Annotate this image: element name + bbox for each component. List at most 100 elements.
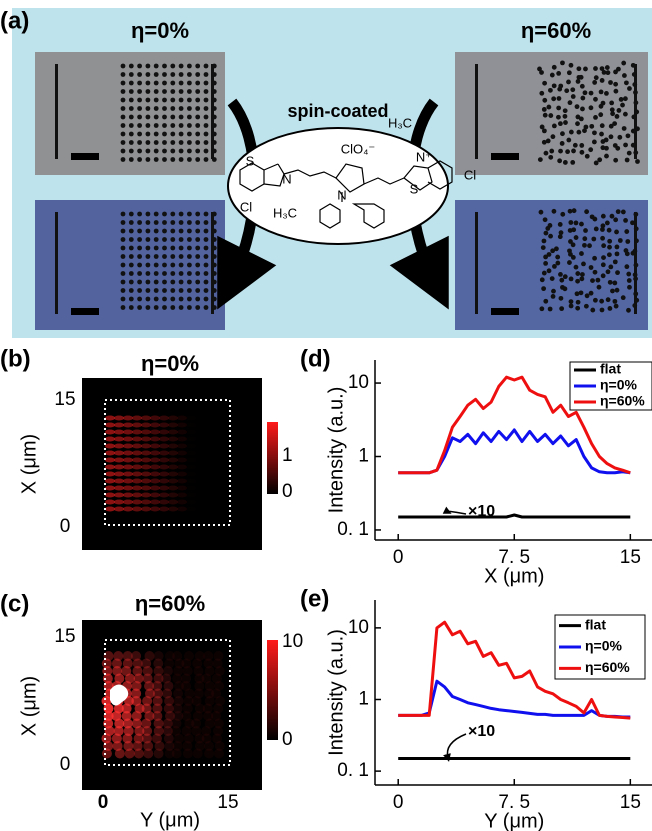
dot — [129, 123, 134, 128]
dot — [121, 140, 126, 145]
photo-bar — [55, 64, 58, 159]
dot — [137, 106, 142, 111]
dot — [212, 297, 217, 302]
dot — [622, 73, 627, 78]
spot — [141, 493, 151, 498]
atom-label: Cl — [464, 167, 476, 182]
atom-label: N — [282, 171, 291, 186]
dot — [162, 64, 167, 69]
dot — [154, 212, 159, 217]
dot — [170, 115, 175, 120]
spot — [141, 458, 151, 463]
dot — [588, 147, 593, 152]
spot — [123, 444, 133, 449]
dot — [589, 291, 594, 296]
y-tick-label: 0 — [60, 516, 71, 537]
spot — [114, 472, 124, 477]
dot — [551, 294, 556, 299]
dot — [630, 220, 635, 225]
dot — [619, 97, 624, 102]
atom-label: H₃C — [388, 115, 412, 130]
dot — [623, 143, 628, 148]
dot — [137, 280, 142, 285]
dot — [551, 289, 556, 294]
spot — [141, 486, 151, 491]
dot — [146, 157, 151, 162]
spot — [132, 493, 142, 498]
spot — [159, 437, 169, 442]
dot — [170, 98, 175, 103]
dot — [162, 140, 167, 145]
dot — [129, 254, 134, 259]
dot — [631, 143, 636, 148]
dot — [626, 272, 631, 277]
spot — [123, 472, 133, 477]
atom-label: N⁺ — [416, 149, 432, 164]
dot — [162, 288, 167, 293]
spot — [186, 430, 196, 435]
spot — [154, 749, 164, 759]
dot — [580, 84, 585, 89]
spot — [186, 451, 196, 456]
dot — [187, 246, 192, 251]
spot — [186, 423, 196, 428]
dot — [555, 255, 560, 260]
dot — [550, 73, 555, 78]
dot — [580, 96, 585, 101]
spot — [132, 423, 142, 428]
dot — [623, 96, 628, 101]
dot — [544, 151, 549, 156]
dot — [600, 78, 605, 83]
dot — [604, 91, 609, 96]
spot — [177, 444, 187, 449]
y-tick-label: 0. 1 — [337, 519, 369, 540]
spot — [141, 451, 151, 456]
y-axis-label: Intensity (a.u.) — [325, 387, 347, 514]
spot — [186, 437, 196, 442]
spot — [141, 465, 151, 470]
dot — [146, 220, 151, 225]
colorbar-tick: 1 — [282, 445, 293, 466]
annotation: ×10 — [468, 723, 495, 740]
dot — [179, 297, 184, 302]
spot — [159, 430, 169, 435]
dot — [187, 149, 192, 154]
dot — [589, 105, 594, 110]
spot — [125, 749, 135, 759]
dot — [559, 278, 564, 283]
dot — [607, 252, 612, 257]
spot — [168, 423, 178, 428]
dot — [129, 305, 134, 310]
dot — [573, 143, 578, 148]
dot — [129, 237, 134, 242]
dot — [154, 297, 159, 302]
dot — [559, 230, 564, 235]
spot — [105, 500, 115, 505]
dot — [593, 97, 598, 102]
dot — [204, 149, 209, 154]
dot — [170, 72, 175, 77]
spot — [168, 472, 178, 477]
dot — [187, 115, 192, 120]
dot — [154, 229, 159, 234]
dot — [146, 271, 151, 276]
dot — [634, 226, 639, 231]
dot — [187, 254, 192, 259]
spot — [168, 416, 178, 421]
dot — [580, 107, 585, 112]
dot — [170, 64, 175, 69]
dot — [162, 263, 167, 268]
dot — [575, 291, 580, 296]
dot — [129, 89, 134, 94]
dot — [146, 288, 151, 293]
dot — [625, 251, 630, 256]
spot — [115, 749, 125, 759]
dot — [121, 297, 126, 302]
dot — [571, 242, 576, 247]
dot — [121, 157, 126, 162]
spot — [186, 479, 196, 484]
dot — [547, 268, 552, 273]
dot — [195, 229, 200, 234]
dot — [129, 271, 134, 276]
dot — [179, 98, 184, 103]
